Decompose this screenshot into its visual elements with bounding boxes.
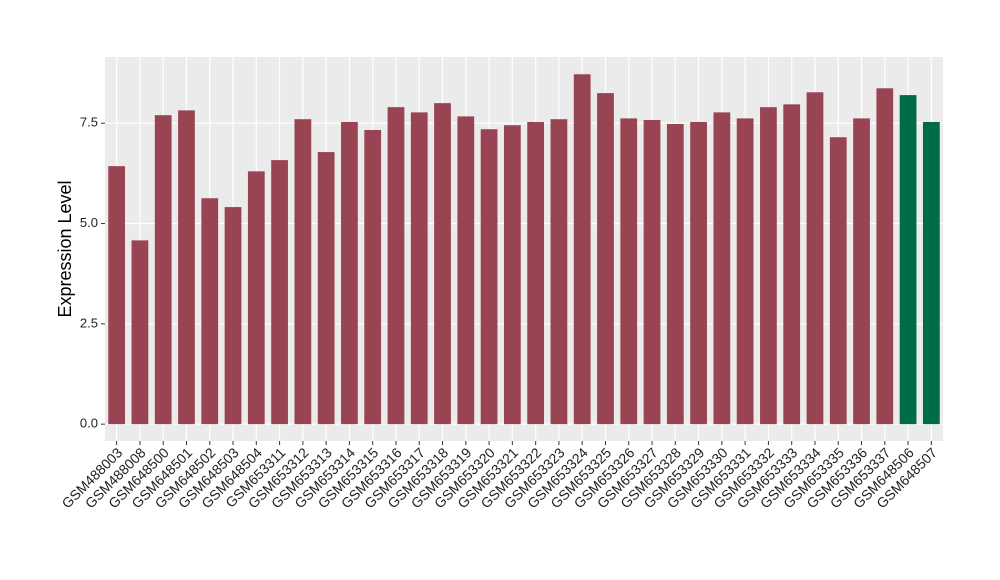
- bar: [108, 166, 126, 425]
- bar: [713, 112, 731, 425]
- bar: [736, 118, 754, 425]
- bar: [224, 207, 242, 425]
- bar: [666, 124, 684, 425]
- bar: [317, 152, 335, 425]
- bar: [503, 125, 521, 425]
- bar: [760, 107, 777, 425]
- bar: [620, 118, 638, 425]
- bar: [131, 240, 149, 425]
- bar: [434, 103, 451, 425]
- bar: [178, 110, 195, 425]
- bar: [643, 119, 661, 425]
- plot-background: [105, 57, 943, 441]
- bar: [922, 122, 940, 425]
- bar: [806, 92, 824, 425]
- bar: [410, 112, 428, 425]
- bar: [829, 137, 847, 425]
- bar: [573, 74, 591, 425]
- bar: [341, 122, 358, 425]
- y-tick-label: 2.5: [80, 315, 98, 330]
- bar: [271, 160, 288, 425]
- bar: [480, 129, 498, 425]
- y-tick-label: 0.0: [80, 416, 98, 431]
- bar: [247, 171, 265, 425]
- y-tick-label: 5.0: [80, 215, 98, 230]
- bar: [294, 119, 312, 425]
- bar: [457, 116, 475, 425]
- bar: [690, 122, 707, 425]
- bar: [597, 93, 614, 425]
- bar: [899, 95, 917, 425]
- y-axis-label: Expression Level: [55, 180, 75, 317]
- bar: [876, 88, 894, 425]
- bar: [201, 198, 219, 425]
- bar: [853, 118, 870, 425]
- y-tick-label: 7.5: [80, 115, 98, 130]
- bar: [550, 119, 568, 425]
- bar: [364, 130, 382, 425]
- bar: [783, 104, 801, 425]
- bar: [154, 115, 172, 425]
- bar: [527, 122, 545, 425]
- bar: [387, 107, 405, 425]
